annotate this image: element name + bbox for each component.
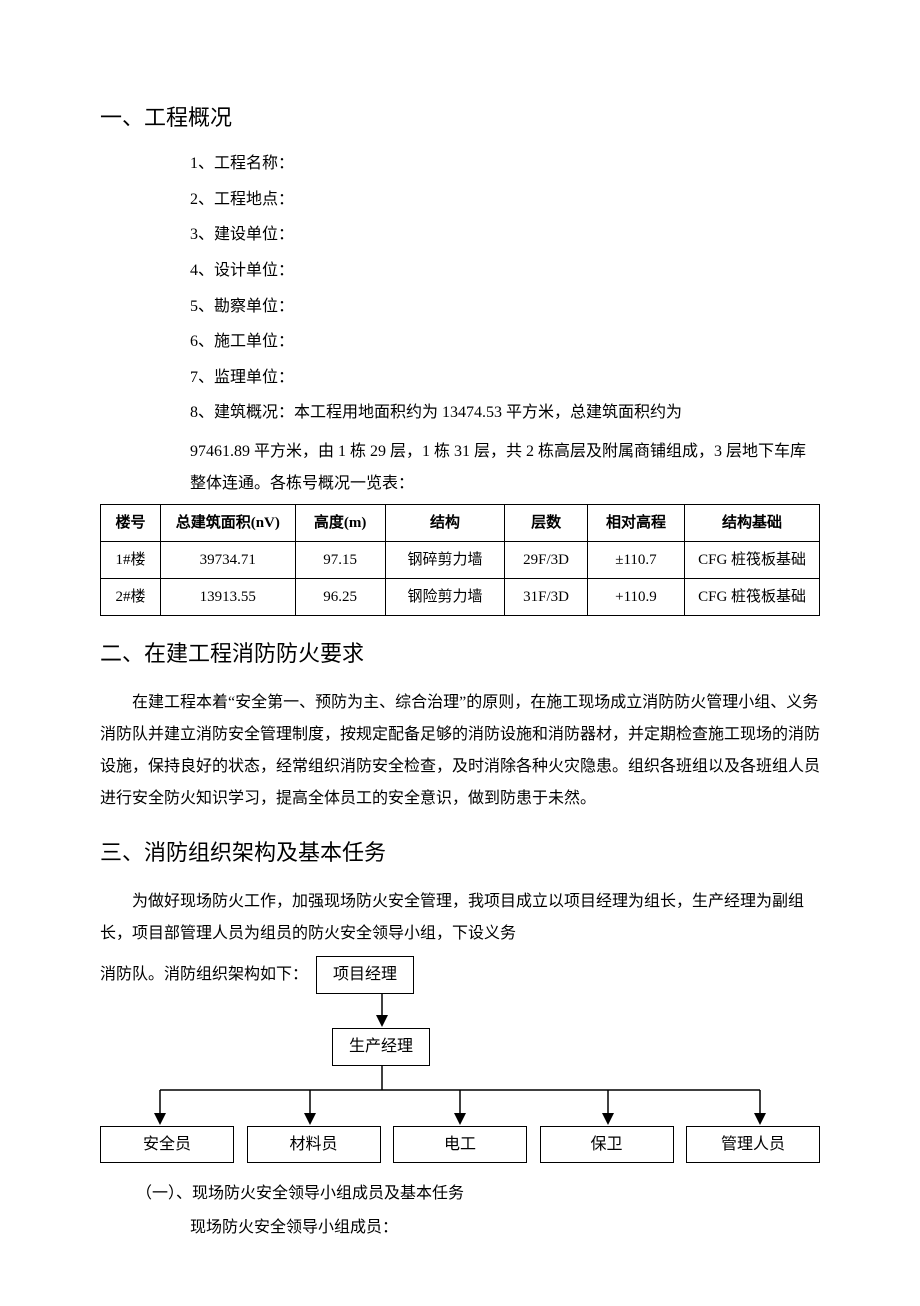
flow-intro-text: 消防队。消防组织架构如下：: [100, 962, 308, 988]
arrow-1-svg: [100, 994, 820, 1028]
section2-title: 二、在建工程消防防火要求: [100, 636, 820, 671]
section3-sub-sub: 现场防火安全领导小组成员：: [190, 1215, 820, 1241]
cell: 97.15: [295, 541, 385, 578]
th-floors: 层数: [505, 504, 587, 541]
table-header-row: 楼号 总建筑面积(nV) 高度(m) 结构 层数 相对高程 结构基础: [101, 504, 820, 541]
cell: 39734.71: [160, 541, 295, 578]
node-project-manager: 项目经理: [316, 956, 414, 994]
th-height: 高度(m): [295, 504, 385, 541]
node-electrician: 电工: [393, 1126, 527, 1164]
item-8-rest: 97461.89 平方米，由 1 栋 29 层，1 栋 31 层，共 2 栋高层…: [190, 436, 820, 500]
node-manager: 管理人员: [686, 1126, 820, 1164]
item-1: 1、工程名称：: [190, 151, 820, 177]
item-4: 4、设计单位：: [190, 258, 820, 284]
section1-items: 1、工程名称： 2、工程地点： 3、建设单位： 4、设计单位： 5、勘察单位： …: [190, 151, 820, 426]
cell: ±110.7: [587, 541, 684, 578]
org-flowchart: 消防队。消防组织架构如下： 项目经理 生产经理 安全员 材料员 电工 保卫 管理…: [100, 956, 820, 1163]
cell: 1#楼: [101, 541, 161, 578]
flow-bottom-row: 安全员 材料员 电工 保卫 管理人员: [100, 1126, 820, 1164]
cell: 钢碎剪力墙: [385, 541, 505, 578]
th-struct: 结构: [385, 504, 505, 541]
table-row: 2#楼 13913.55 96.25 钢险剪力墙 31F/3D +110.9 C…: [101, 578, 820, 615]
cell: 31F/3D: [505, 578, 587, 615]
cell: CFG 桩筏板基础: [685, 578, 820, 615]
item-5: 5、勘察单位：: [190, 294, 820, 320]
cell: CFG 桩筏板基础: [685, 541, 820, 578]
table-row: 1#楼 39734.71 97.15 钢碎剪力墙 29F/3D ±110.7 C…: [101, 541, 820, 578]
item-8-lead: 8、建筑概况：本工程用地面积约为 13474.53 平方米，总建筑面积约为: [190, 400, 820, 426]
node-production-manager: 生产经理: [332, 1028, 430, 1066]
th-found: 结构基础: [685, 504, 820, 541]
node-material: 材料员: [247, 1126, 381, 1164]
cell: 2#楼: [101, 578, 161, 615]
item-2: 2、工程地点：: [190, 187, 820, 213]
section3-sub-heading: （一）、现场防火安全领导小组成员及基本任务: [136, 1181, 820, 1207]
item-7: 7、监理单位：: [190, 365, 820, 391]
node-guard: 保卫: [540, 1126, 674, 1164]
cell: 钢险剪力墙: [385, 578, 505, 615]
th-elev: 相对高程: [587, 504, 684, 541]
section3-title: 三、消防组织架构及基本任务: [100, 835, 820, 870]
flow-row-2: 生产经理: [332, 1028, 820, 1066]
building-table: 楼号 总建筑面积(nV) 高度(m) 结构 层数 相对高程 结构基础 1#楼 3…: [100, 504, 820, 616]
cell: 13913.55: [160, 578, 295, 615]
cell: 96.25: [295, 578, 385, 615]
th-area: 总建筑面积(nV): [160, 504, 295, 541]
item-6: 6、施工单位：: [190, 329, 820, 355]
th-bldg: 楼号: [101, 504, 161, 541]
section1-title: 一、工程概况: [100, 100, 820, 135]
section2-para: 在建工程本着“安全第一、预防为主、综合治理”的原则，在施工现场成立消防防火管理小…: [100, 687, 820, 815]
item-3: 3、建设单位：: [190, 222, 820, 248]
cell: 29F/3D: [505, 541, 587, 578]
node-safety: 安全员: [100, 1126, 234, 1164]
branch-svg: [100, 1066, 820, 1126]
cell: +110.9: [587, 578, 684, 615]
section3-para1: 为做好现场防火工作，加强现场防火安全管理，我项目成立以项目经理为组长，生产经理为…: [100, 886, 820, 950]
flow-row-1: 消防队。消防组织架构如下： 项目经理: [100, 956, 820, 994]
